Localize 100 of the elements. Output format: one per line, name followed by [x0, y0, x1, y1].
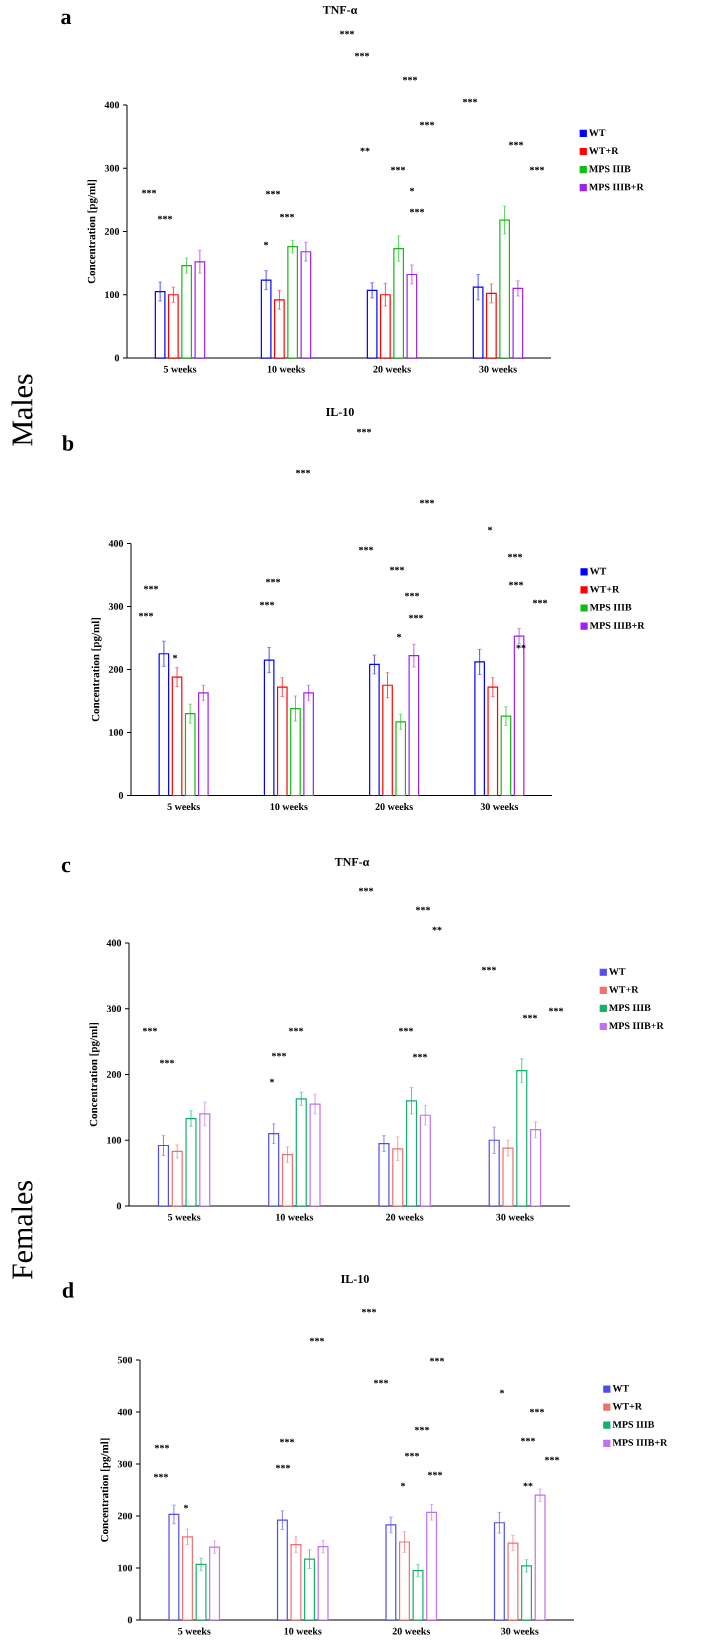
- bar: [366, 289, 378, 359]
- chart-subtitle: b: [62, 435, 74, 451]
- annotation: ***: [154, 1444, 170, 1449]
- chart-subtitle: c: [61, 861, 71, 873]
- annotation: ***: [141, 189, 157, 194]
- annotation: ***: [532, 599, 548, 604]
- y-axis-title: Concentration [pg/ml]: [89, 1022, 100, 1127]
- annotation: ***: [288, 1027, 304, 1032]
- annotation: ***: [259, 601, 275, 606]
- annotation: ***: [157, 215, 173, 220]
- text: ***: [356, 428, 372, 433]
- bar: [168, 1513, 180, 1621]
- x-tick-label: 5 weeks: [167, 803, 200, 811]
- annotation: ***: [522, 1014, 538, 1019]
- legend-label: WT+R: [612, 1403, 643, 1410]
- annotation: ***: [279, 213, 295, 218]
- annotation: ***: [138, 612, 154, 617]
- legend-label: MPS IIIB: [612, 1421, 655, 1428]
- x-tick-label: 10 weeks: [270, 803, 308, 811]
- annotation: ***: [142, 1027, 158, 1032]
- text: **: [432, 926, 442, 931]
- y-tick-label: 200: [108, 666, 124, 673]
- legend-label: WT: [588, 129, 606, 137]
- annotation: ***: [520, 1437, 536, 1442]
- annotation: ***: [427, 1471, 443, 1476]
- bar: [209, 1546, 221, 1621]
- annotation: *: [172, 654, 178, 659]
- x-tick-label: 10 weeks: [284, 1627, 322, 1635]
- chart-subtitle: a: [61, 13, 72, 25]
- bar: [369, 663, 380, 797]
- annotation: ***: [529, 166, 545, 171]
- bar: [171, 1150, 183, 1207]
- text: ***: [415, 906, 431, 911]
- text: Males: [11, 374, 33, 446]
- annotation: *: [183, 1504, 189, 1509]
- y-tick-label: 400: [106, 939, 122, 947]
- y-axis-title: Concentration [pg/ml]: [87, 179, 98, 284]
- annotation: ***: [398, 1027, 414, 1032]
- annotation: ***: [271, 1052, 287, 1057]
- chart-title: IL-10: [326, 407, 354, 417]
- annotation: ***: [153, 1473, 169, 1478]
- x-tick-label: 20 weeks: [386, 1213, 424, 1221]
- y-tick-label: 100: [118, 1564, 133, 1572]
- annotation: ***: [143, 585, 159, 590]
- annotation: ***: [404, 592, 420, 597]
- x-tick-label: 5 weeks: [168, 1213, 201, 1221]
- annotation: ***: [481, 966, 497, 971]
- bar: [276, 1519, 288, 1621]
- legend-label: WT: [612, 1384, 629, 1392]
- legend-label: MPS IIIB: [609, 1004, 651, 1012]
- y-tick-label: 0: [118, 792, 124, 799]
- chart-title: TNF-α: [334, 858, 370, 866]
- annotation: ***: [358, 546, 374, 551]
- legend-label: MPS IIIB: [589, 603, 632, 611]
- bar: [260, 279, 272, 359]
- annotation: ***: [529, 1408, 545, 1413]
- text: *: [487, 526, 493, 531]
- annotation: *: [499, 1389, 505, 1394]
- bar: [426, 1511, 438, 1621]
- text: ***: [402, 76, 418, 81]
- y-tick-label: 300: [117, 1460, 133, 1468]
- annotation: ***: [159, 1059, 175, 1064]
- legend-label: WT: [609, 968, 626, 975]
- y-tick-label: 0: [116, 1202, 122, 1210]
- bar: [512, 287, 524, 359]
- text: ***: [358, 887, 374, 892]
- legend-label: MPS IIIB+R: [589, 622, 645, 629]
- y-tick-label: 200: [104, 228, 120, 235]
- annotation: ***: [508, 581, 524, 586]
- text: ***: [462, 98, 478, 103]
- annotation: ***: [408, 614, 424, 619]
- chart-subtitle: d: [62, 1282, 74, 1298]
- annotation: ***: [265, 190, 281, 195]
- annotation: **: [523, 1482, 533, 1487]
- text: ***: [295, 469, 311, 474]
- annotation: *: [269, 1078, 275, 1083]
- x-tick-label: 5 weeks: [163, 365, 197, 373]
- annotation: ***: [507, 553, 523, 558]
- bar: [486, 292, 497, 359]
- legend-label: MPS IIIB: [589, 165, 631, 173]
- legend-label: WT: [589, 567, 607, 575]
- y-tick-label: 100: [107, 1136, 122, 1144]
- annotation: ***: [409, 208, 425, 213]
- annotation: *: [409, 187, 415, 192]
- x-tick-label: 20 weeks: [392, 1627, 431, 1635]
- text: ***: [419, 499, 435, 504]
- x-tick-label: 30 weeks: [496, 1213, 534, 1221]
- annotation: *: [263, 241, 269, 246]
- chart-title: IL-10: [341, 1274, 369, 1284]
- bar: [419, 1114, 431, 1207]
- text: Females: [11, 1181, 33, 1280]
- legend-label: WT+R: [589, 585, 620, 593]
- annotation: ***: [508, 141, 524, 146]
- x-tick-label: 20 weeks: [373, 365, 411, 373]
- annotation: ***: [390, 166, 406, 171]
- annotation: ***: [544, 1456, 560, 1461]
- annotation: ***: [548, 1007, 564, 1012]
- bar: [304, 1558, 316, 1621]
- x-tick-label: 30 weeks: [501, 1627, 539, 1635]
- bar: [534, 1494, 546, 1621]
